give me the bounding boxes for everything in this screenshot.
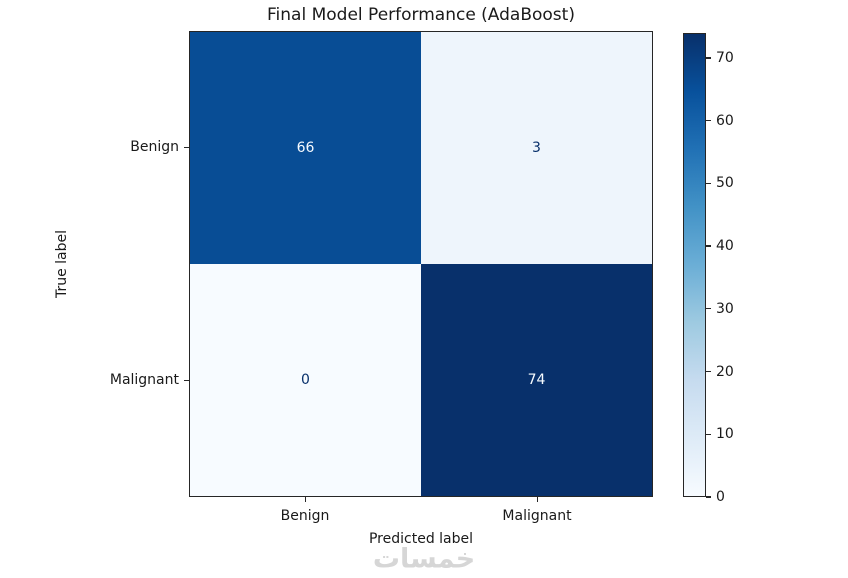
khamsat-watermark: خمسات <box>372 543 476 575</box>
tick-mark <box>706 496 711 498</box>
ytick-mark-benign <box>184 146 189 148</box>
colorbar-tick-label: 10 <box>716 426 734 443</box>
cell-true-malignant-pred-malignant: 74 <box>421 264 652 496</box>
xtick-label-malignant: Malignant <box>502 508 572 524</box>
colorbar-ticks: 70 60 50 40 30 20 10 0 <box>706 33 766 505</box>
colorbar-tick-label: 60 <box>716 112 734 129</box>
tick-mark <box>706 120 711 122</box>
chart-title: Final Model Performance (AdaBoost) <box>267 5 575 25</box>
ytick-mark-malignant <box>184 379 189 381</box>
cell-true-benign-pred-malignant: 3 <box>421 32 652 264</box>
x-axis-label: Predicted label <box>368 531 474 547</box>
ytick-label-benign: Benign <box>130 139 179 155</box>
colorbar-tick-label: 50 <box>716 175 734 192</box>
tick-mark <box>706 433 711 435</box>
colorbar-tick-label: 70 <box>716 50 734 66</box>
colorbar-tick-label: 40 <box>716 238 734 255</box>
tick-mark <box>706 308 711 310</box>
colorbar-tick: 60 <box>706 113 734 129</box>
xtick-mark-malignant <box>536 497 538 502</box>
colorbar-tick: 50 <box>706 175 734 191</box>
colorbar-tick-label: 30 <box>716 300 734 317</box>
tick-mark <box>706 370 711 373</box>
heatmap-grid: 66 3 0 74 <box>189 31 653 497</box>
colorbar <box>683 33 706 497</box>
tick-mark <box>706 182 711 185</box>
colorbar-tick: 70 <box>706 50 734 66</box>
tick-mark <box>706 57 711 59</box>
colorbar-tick-label: 0 <box>716 489 725 505</box>
colorbar-tick: 0 <box>706 489 725 505</box>
tick-mark <box>706 245 711 247</box>
colorbar-tick: 10 <box>706 426 734 442</box>
colorbar-tick: 30 <box>706 301 734 317</box>
ytick-label-malignant: Malignant <box>109 372 179 388</box>
y-axis-label: True label <box>54 229 70 299</box>
colorbar-tick: 20 <box>706 364 734 380</box>
colorbar-tick-label: 20 <box>716 363 734 380</box>
cell-true-malignant-pred-benign: 0 <box>190 264 421 496</box>
xtick-label-benign: Benign <box>280 508 330 524</box>
xtick-mark-benign <box>304 497 306 502</box>
colorbar-tick: 40 <box>706 238 734 254</box>
cell-true-benign-pred-benign: 66 <box>190 32 421 264</box>
